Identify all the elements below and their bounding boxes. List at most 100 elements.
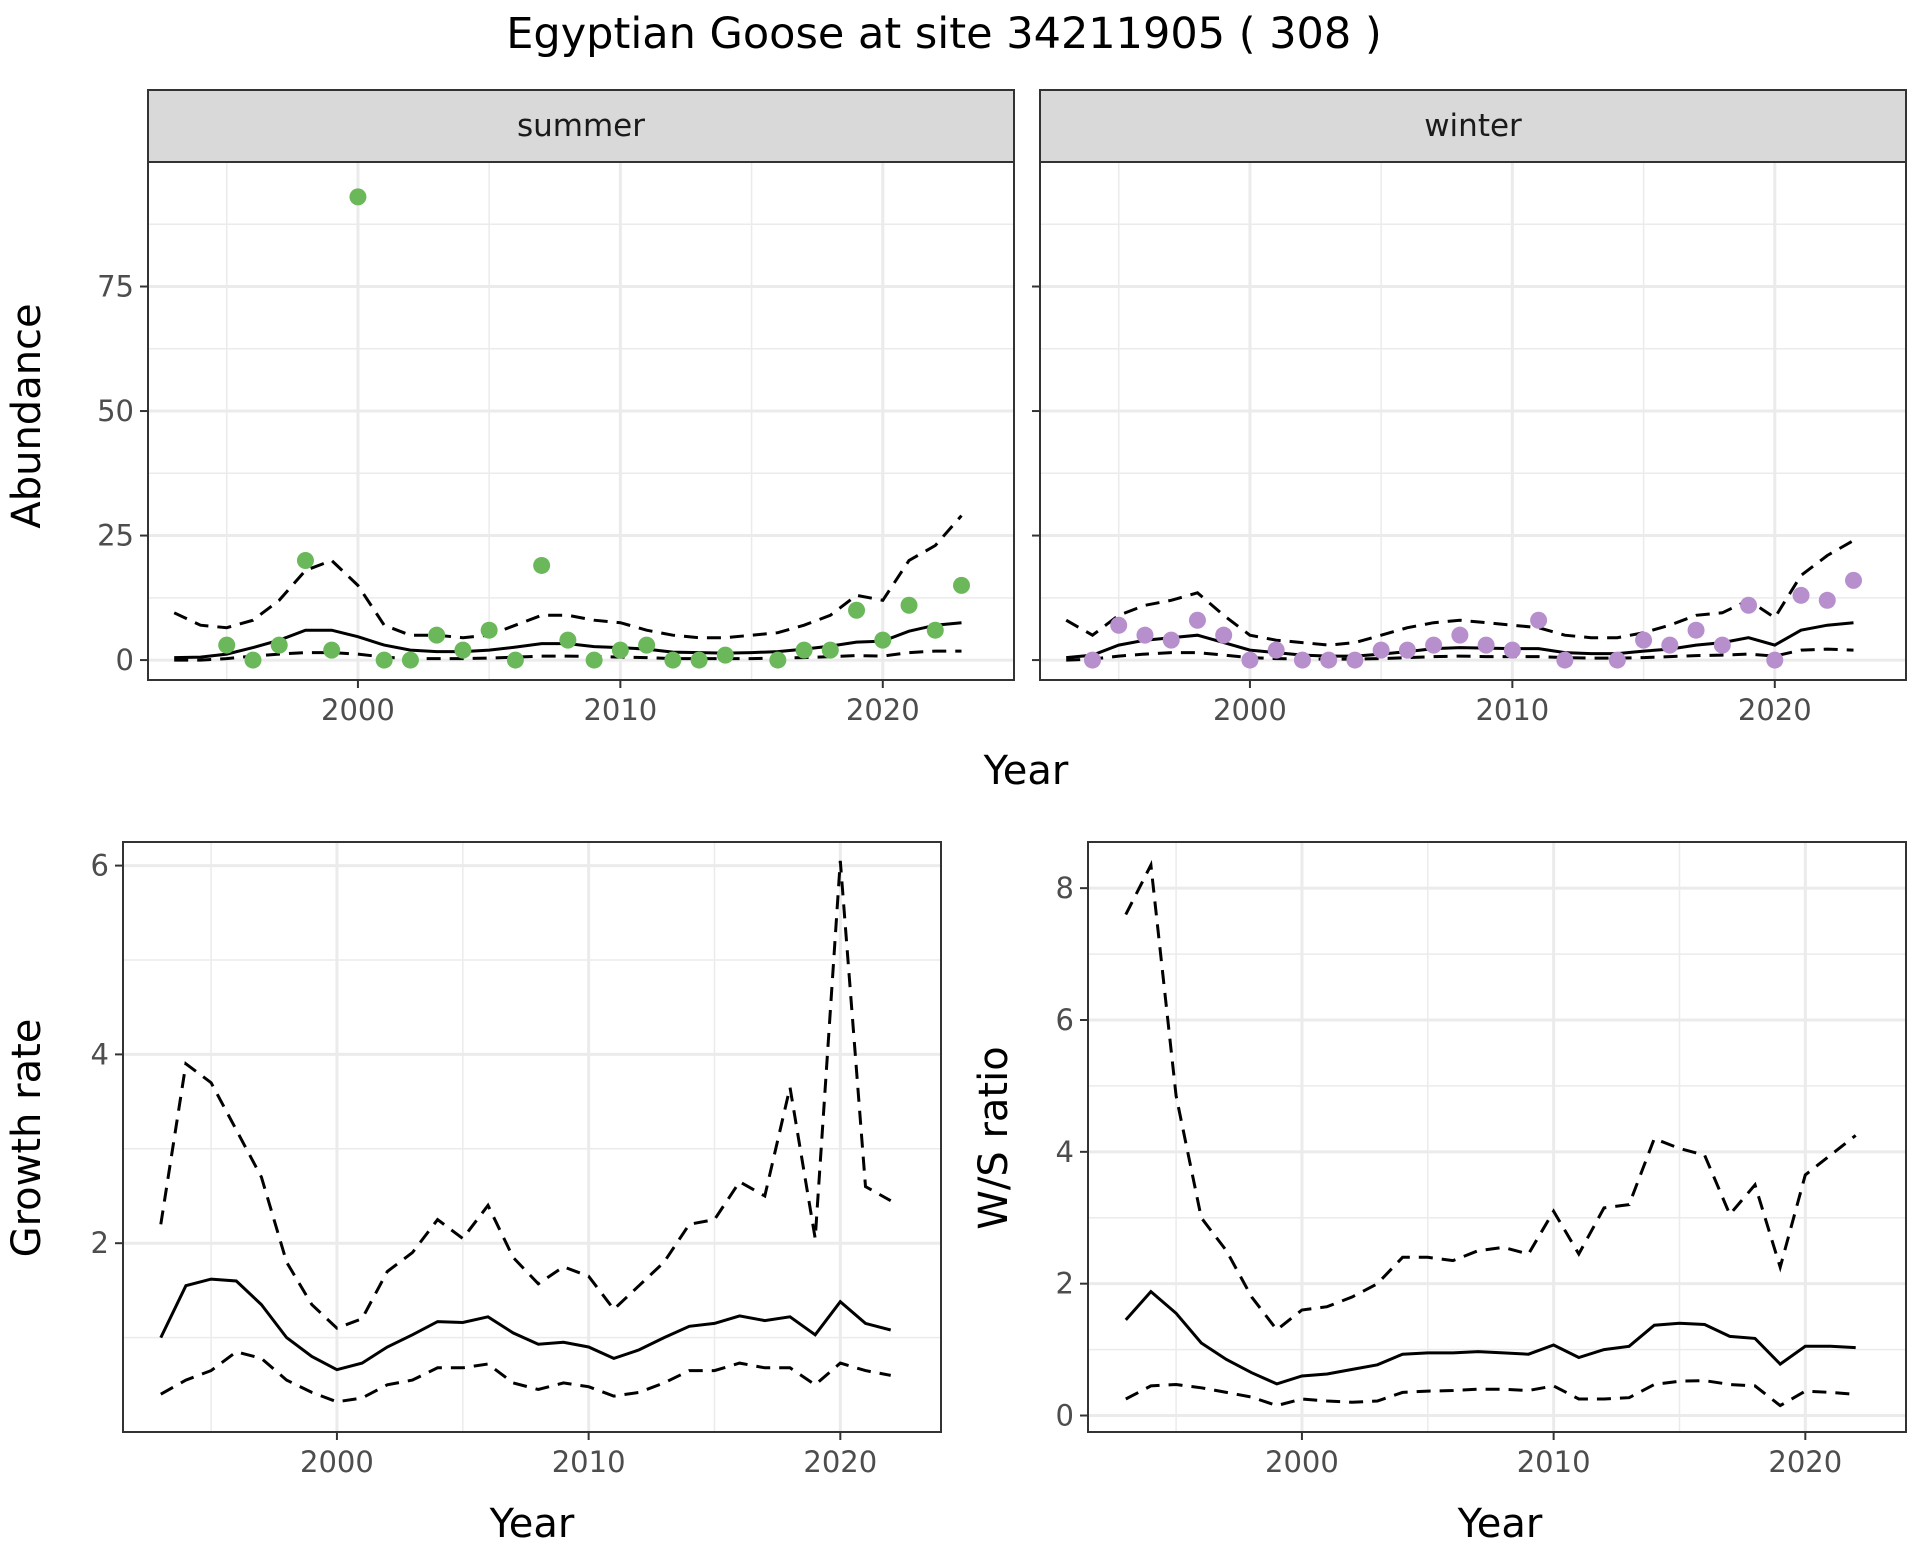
y-axis-label-growth: Growth rate (4, 1019, 50, 1258)
data-point (1451, 626, 1469, 644)
data-point (611, 641, 629, 659)
data-point (953, 576, 971, 594)
x-tick-label: 2010 (1475, 693, 1549, 727)
data-point (716, 646, 734, 664)
data-point (1425, 636, 1443, 654)
x-tick-label: 2020 (1738, 693, 1812, 727)
data-point (323, 641, 341, 659)
x-tick-label: 2000 (1265, 1445, 1339, 1479)
data-point (1136, 626, 1154, 644)
data-point (1635, 631, 1653, 649)
y-tick-label: 2 (91, 1226, 109, 1260)
y-tick-label: 50 (97, 394, 134, 428)
data-point (1372, 641, 1390, 659)
data-point (1320, 651, 1338, 669)
y-tick-label: 0 (1056, 1399, 1074, 1433)
data-point (1661, 636, 1679, 654)
data-point (270, 636, 288, 654)
strip-label-summer: summer (517, 108, 645, 144)
y-tick-label: 6 (1056, 1003, 1074, 1037)
panel-winter: winter 2000 2010 2020 (1032, 89, 1907, 727)
data-point (1398, 641, 1416, 659)
data-point (1608, 651, 1626, 669)
strip-label-winter: winter (1424, 108, 1522, 144)
data-point (218, 636, 236, 654)
strip-summer (147, 89, 1015, 163)
y-tick-label: 2 (1056, 1267, 1074, 1301)
data-point (428, 626, 446, 644)
x-tick-label: 2010 (583, 693, 657, 727)
x-axis-label-growth: Year (489, 1501, 575, 1547)
y-axis-label-abundance: Abundance (4, 303, 50, 528)
plot-area-ratio: 2000 2010 2020 0 2 4 6 8 (1056, 841, 1907, 1479)
data-point (1530, 611, 1548, 629)
data-point (848, 601, 866, 619)
data-point (664, 651, 682, 669)
plot-background (148, 162, 1014, 680)
data-point (1083, 651, 1101, 669)
data-point (874, 631, 892, 649)
data-point (401, 651, 419, 669)
data-point (1503, 641, 1521, 659)
series-line-estimate (159, 1277, 892, 1372)
data-point (1477, 636, 1495, 654)
chart-title: Egyptian Goose at site 34211905 ( 308 ) (506, 9, 1381, 59)
series-line-interval-2 (1066, 647, 1854, 662)
plot-border (1039, 161, 1907, 681)
plot-background (1040, 162, 1906, 680)
series-line-estimate (1124, 1289, 1856, 1386)
series-line-interval-2 (1125, 1379, 1856, 1408)
y-tick-label: 4 (91, 1037, 109, 1071)
y-tick-label: 6 (91, 849, 109, 883)
y-tick-label: 0 (116, 643, 134, 677)
data-point (795, 641, 813, 659)
plot-background (123, 842, 941, 1432)
data-point (296, 551, 314, 569)
x-tick-label: 2010 (552, 1445, 626, 1479)
x-tick-label: 2000 (300, 1445, 374, 1479)
plot-border (147, 161, 1015, 681)
y-tick-label: 25 (97, 519, 134, 553)
y-tick-label: 8 (1056, 871, 1074, 905)
data-point (1766, 651, 1784, 669)
data-point (1740, 596, 1758, 614)
data-point (1293, 651, 1311, 669)
series-line-interval-1 (159, 860, 892, 1330)
data-point (375, 651, 393, 669)
x-tick-label: 2020 (1768, 1445, 1842, 1479)
data-point (1818, 591, 1836, 609)
plot-background (1088, 842, 1906, 1432)
plot-border (1087, 841, 1907, 1433)
x-axis-label-top: Year (983, 748, 1069, 794)
series-line-interval-1 (1124, 859, 1857, 1332)
x-tick-label: 2000 (321, 693, 395, 727)
data-point (638, 636, 656, 654)
data-point (1346, 651, 1364, 669)
plot-border (122, 841, 942, 1433)
y-tick-label: 75 (97, 270, 134, 304)
data-point (533, 556, 551, 574)
data-point (1267, 641, 1285, 659)
data-point (690, 651, 708, 669)
data-point (349, 188, 367, 206)
data-point (244, 651, 262, 669)
data-point (506, 651, 524, 669)
x-tick-label: 2010 (1517, 1445, 1591, 1479)
data-point (900, 596, 918, 614)
x-axis-label-ratio: Year (1457, 1501, 1543, 1547)
data-point (559, 631, 577, 649)
data-point (1687, 621, 1705, 639)
series-line-interval-2 (160, 1350, 891, 1404)
data-point (1792, 586, 1810, 604)
data-point (1188, 611, 1206, 629)
data-point (821, 641, 839, 659)
data-point (1110, 616, 1128, 634)
data-point (585, 651, 603, 669)
data-point (1556, 651, 1574, 669)
y-tick-label: 4 (1056, 1135, 1074, 1169)
y-axis-label-ratio: W/S ratio (971, 1046, 1017, 1229)
data-point (1215, 626, 1233, 644)
data-point (1713, 636, 1731, 654)
